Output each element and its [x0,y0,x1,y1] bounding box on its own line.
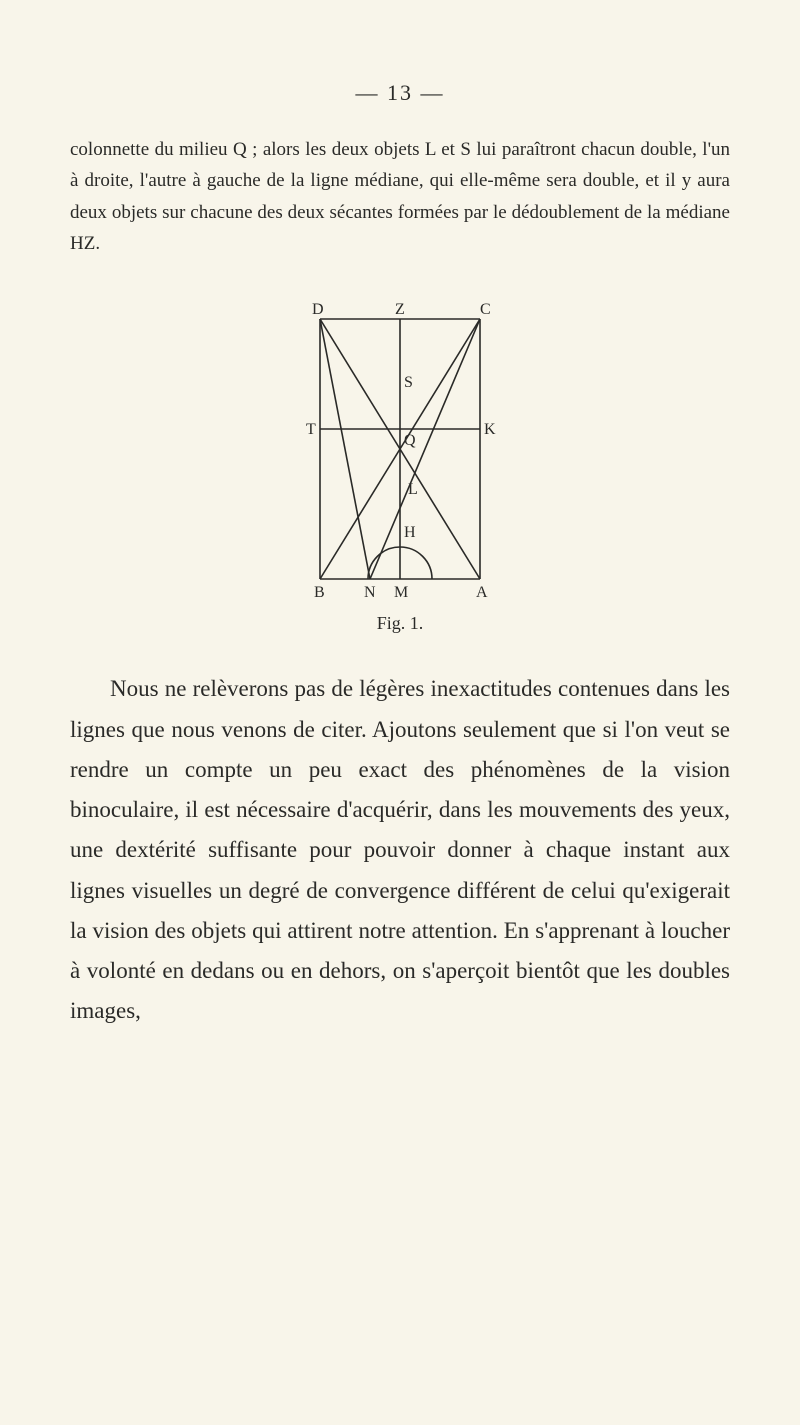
figure-caption: Fig. 1. [377,613,424,634]
label-L: L [408,481,418,498]
label-B: B [314,584,325,599]
intro-paragraph: colonnette du milieu Q ; alors les deux … [70,134,730,259]
label-H: H [404,524,416,541]
label-S: S [404,374,413,391]
label-N: N [364,584,376,599]
figure-1: D Z C S T Q K L H B N M A Fig. 1. [70,289,730,634]
figure-diagram: D Z C S T Q K L H B N M A [270,289,530,599]
label-T: T [306,421,316,438]
line-CN [370,319,480,579]
label-Z: Z [395,301,405,318]
label-C: C [480,301,491,318]
label-K: K [484,421,496,438]
page-number: — 13 — [70,80,730,106]
label-Q: Q [404,432,416,449]
label-D: D [312,301,324,318]
main-paragraph: Nous ne relèverons pas de légères inexac… [70,669,730,1031]
label-A: A [476,584,488,599]
line-DN [320,319,370,579]
label-M: M [394,584,408,599]
